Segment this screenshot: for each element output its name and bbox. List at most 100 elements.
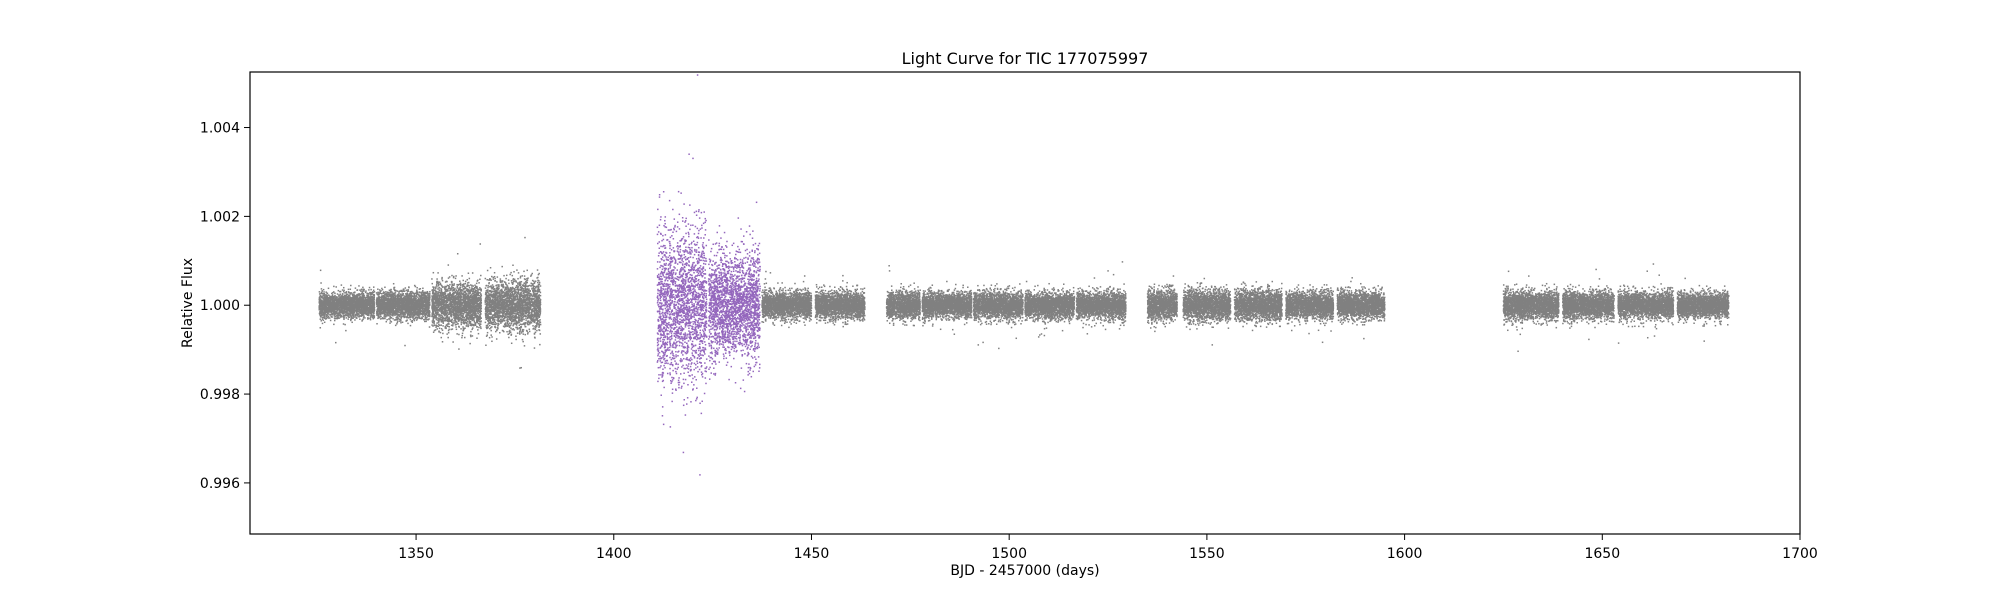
data-point — [400, 313, 402, 315]
data-point — [372, 293, 375, 296]
data-point — [410, 300, 413, 303]
data-point — [369, 298, 371, 300]
data-point — [345, 297, 348, 300]
data-point — [407, 322, 409, 325]
data-point — [423, 310, 426, 313]
data-point — [334, 313, 336, 316]
data-point — [324, 313, 326, 315]
data-point — [345, 312, 348, 314]
data-point — [340, 315, 343, 318]
data-point — [352, 296, 354, 298]
data-point — [353, 298, 356, 301]
data-point — [337, 308, 340, 311]
data-point — [376, 323, 378, 325]
data-point — [373, 316, 376, 319]
data-point — [356, 296, 359, 299]
data-point — [318, 304, 321, 306]
data-point — [327, 309, 330, 311]
data-point — [415, 297, 418, 299]
data-point — [331, 296, 334, 298]
data-point — [334, 317, 336, 320]
data-point — [400, 304, 402, 306]
data-point — [322, 308, 324, 311]
data-point — [367, 299, 370, 302]
data-point — [372, 306, 374, 309]
data-point — [368, 293, 370, 295]
data-point — [347, 316, 350, 318]
data-point — [388, 312, 391, 315]
data-point — [354, 304, 356, 306]
data-point — [350, 311, 352, 313]
data-point — [417, 314, 420, 316]
data-point — [342, 303, 345, 306]
data-point — [361, 308, 363, 311]
data-point — [372, 286, 375, 288]
data-point — [384, 293, 387, 295]
data-point — [372, 305, 374, 307]
data-point — [371, 300, 373, 302]
data-point — [347, 302, 350, 305]
data-point — [339, 293, 342, 295]
data-point — [367, 312, 370, 315]
data-point — [429, 304, 431, 306]
data-point — [351, 306, 353, 309]
data-point — [370, 293, 373, 296]
data-point — [321, 301, 323, 303]
data-point — [320, 291, 323, 294]
data-point — [333, 305, 335, 308]
data-point — [333, 291, 335, 293]
data-point — [396, 300, 399, 302]
data-point — [371, 306, 373, 309]
data-point — [318, 291, 321, 293]
data-point — [456, 253, 459, 255]
data-point — [338, 296, 340, 298]
data-point — [350, 318, 353, 320]
data-point — [342, 301, 345, 304]
data-point — [357, 310, 359, 312]
data-point — [418, 303, 421, 305]
data-point — [362, 302, 364, 304]
data-point — [326, 302, 328, 305]
data-point — [341, 296, 343, 299]
data-point — [353, 299, 355, 302]
data-point — [352, 308, 354, 310]
data-point — [408, 305, 410, 307]
data-point — [346, 306, 348, 308]
data-point — [333, 285, 335, 288]
data-point — [368, 298, 370, 300]
data-point — [330, 297, 332, 300]
data-point — [348, 307, 350, 309]
data-point — [396, 323, 398, 325]
data-point — [367, 318, 369, 320]
data-point — [319, 300, 322, 302]
data-point — [349, 306, 352, 308]
data-point — [368, 304, 370, 306]
data-point — [321, 290, 323, 292]
data-point — [344, 300, 346, 303]
data-point — [344, 323, 346, 326]
data-point — [397, 310, 400, 313]
data-point — [394, 307, 396, 309]
data-point — [325, 299, 327, 302]
data-point — [337, 298, 340, 300]
data-point — [390, 296, 393, 298]
data-point — [373, 291, 376, 293]
data-point — [357, 293, 360, 295]
data-point — [346, 303, 348, 306]
data-point — [377, 288, 379, 290]
data-point — [371, 296, 374, 298]
data-point — [397, 305, 400, 307]
data-point — [372, 317, 375, 320]
data-point — [341, 304, 343, 307]
data-point — [352, 314, 355, 316]
data-point — [367, 311, 370, 313]
data-point — [343, 317, 345, 319]
data-point — [365, 306, 367, 308]
data-point — [324, 299, 327, 302]
data-point — [344, 294, 346, 297]
data-point — [437, 284, 440, 287]
data-point — [326, 292, 329, 295]
data-point — [359, 318, 361, 320]
data-point — [327, 301, 330, 304]
data-point — [338, 308, 341, 311]
